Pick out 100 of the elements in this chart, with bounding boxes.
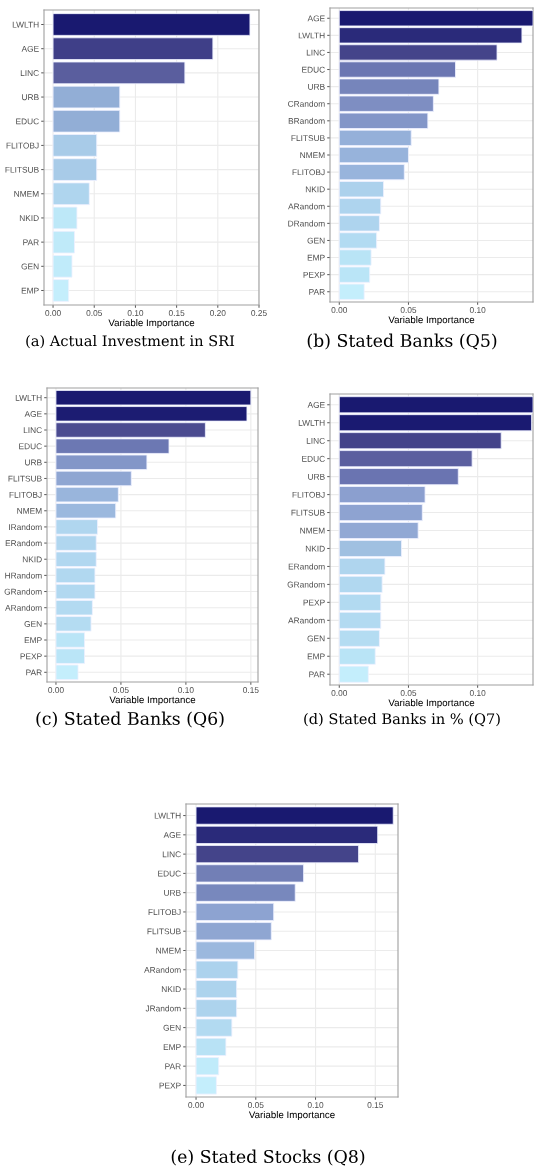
y-tick-label: GEN bbox=[307, 237, 325, 244]
x-tick-label: 0.10 bbox=[469, 307, 486, 313]
x-tick-label: 0.15 bbox=[243, 687, 259, 693]
y-tick-label: EMP bbox=[307, 254, 325, 261]
y-tick-label: ARandom bbox=[288, 203, 325, 210]
y-tick-label: FLITSUB bbox=[291, 135, 325, 142]
y-tick-label: LWLTH bbox=[298, 420, 325, 426]
x-axis-title: Variable Importance bbox=[108, 319, 195, 329]
y-tick-label: ERandom bbox=[5, 540, 42, 547]
y-tick-label: FLITOBJ bbox=[292, 169, 325, 176]
text: (b) Stated Banks (Q5) bbox=[307, 333, 497, 350]
y-tick-label: URB bbox=[308, 473, 325, 480]
text: (c) Stated Banks (Q6) bbox=[36, 711, 224, 728]
y-tick-label: PAR bbox=[23, 239, 39, 246]
y-tick-label: FLITSUB bbox=[291, 509, 325, 516]
y-tick-label: HRandom bbox=[5, 572, 42, 579]
y-tick-label: GRandom bbox=[4, 588, 42, 595]
y-tick-label: LINC bbox=[23, 427, 42, 434]
y-tick-label: NMEM bbox=[17, 508, 42, 514]
y-tick-label: LINC bbox=[162, 851, 181, 858]
y-tick-label: GEN bbox=[307, 635, 325, 642]
x-tick-label: 0.10 bbox=[469, 690, 486, 696]
y-tick-label: AGE bbox=[307, 401, 325, 408]
y-tick-label: NKID bbox=[19, 215, 39, 221]
y-tick-label: NKID bbox=[161, 986, 181, 993]
y-tick-label: LINC bbox=[20, 70, 39, 76]
y-tick-label: EDUC bbox=[16, 118, 39, 125]
y-tick-label: URB bbox=[22, 94, 39, 101]
y-tick-label: ARandom bbox=[288, 617, 325, 624]
x-tick-label: 0.10 bbox=[127, 310, 144, 316]
y-tick-label: NMEM bbox=[156, 947, 181, 954]
x-tick-label: 0.05 bbox=[113, 687, 129, 693]
x-tick-label: 0.00 bbox=[188, 1102, 204, 1108]
x-tick-label: 0.05 bbox=[400, 690, 417, 696]
x-axis-title: Variable Importance bbox=[248, 1111, 335, 1121]
y-tick-label: NMEM bbox=[300, 527, 325, 534]
y-tick-label: EDUC bbox=[302, 66, 325, 73]
y-tick-label: PAR bbox=[26, 669, 42, 676]
x-tick-label: 0.00 bbox=[331, 307, 348, 313]
y-tick-label: IRandom bbox=[9, 523, 42, 531]
y-tick-label: EDUC bbox=[158, 870, 181, 877]
y-tick-label: EDUC bbox=[19, 443, 42, 450]
text: (a) Actual Investment in SRI bbox=[26, 334, 235, 349]
x-tick-label: 0.25 bbox=[251, 310, 267, 316]
y-tick-label: AGE bbox=[21, 45, 39, 52]
y-tick-label: AGE bbox=[24, 411, 42, 417]
y-tick-label: BRandom bbox=[288, 117, 325, 124]
y-tick-label: DRandom bbox=[288, 220, 325, 227]
text: (e) Stated Stocks (Q8) bbox=[171, 1149, 365, 1166]
y-tick-label: LWLTH bbox=[298, 32, 325, 39]
y-tick-label: LWLTH bbox=[12, 21, 39, 28]
x-tick-label: 0.10 bbox=[178, 687, 194, 693]
y-tick-label: FLITOBJ bbox=[6, 142, 39, 149]
y-tick-label: URB bbox=[308, 83, 325, 90]
y-tick-label: GEN bbox=[21, 263, 39, 270]
x-axis-title: Variable Importance bbox=[109, 696, 196, 706]
x-tick-label: 0.00 bbox=[45, 310, 61, 316]
y-tick-label: PAR bbox=[309, 671, 325, 678]
y-tick-label: URB bbox=[25, 459, 42, 466]
x-tick-label: 0.00 bbox=[48, 687, 64, 693]
y-tick-label: ARandom bbox=[5, 604, 42, 611]
y-tick-label: FLITSUB bbox=[5, 166, 39, 173]
y-tick-label: PAR bbox=[165, 1063, 181, 1070]
y-tick-label: CRandom bbox=[288, 100, 325, 107]
x-axis-title: Variable Importance bbox=[388, 699, 475, 709]
y-tick-label: GEN bbox=[24, 621, 42, 627]
y-tick-label: FLITOBJ bbox=[148, 909, 181, 916]
x-tick-label: 0.05 bbox=[248, 1102, 264, 1108]
y-tick-label: FLITSUB bbox=[147, 928, 181, 935]
y-tick-label: EMP bbox=[24, 637, 42, 644]
y-tick-label: GRandom bbox=[287, 581, 325, 588]
y-tick-label: FLITOBJ bbox=[292, 491, 325, 498]
y-tick-label: PEXP bbox=[303, 271, 325, 278]
x-tick-label: 0.15 bbox=[168, 310, 185, 316]
y-tick-label: NMEM bbox=[300, 152, 325, 159]
y-tick-label: EMP bbox=[21, 287, 39, 294]
y-tick-label: LINC bbox=[306, 49, 325, 56]
x-axis-title: Variable Importance bbox=[388, 316, 475, 326]
y-tick-label: URB bbox=[164, 889, 181, 896]
y-tick-label: ARandom bbox=[144, 966, 181, 973]
y-tick-label: EDUC bbox=[302, 455, 325, 462]
y-tick-label: NKID bbox=[305, 186, 325, 193]
y-tick-label: EMP bbox=[163, 1044, 181, 1050]
x-tick-label: 0.10 bbox=[307, 1102, 324, 1108]
y-tick-label: NKID bbox=[22, 556, 42, 563]
y-tick-label: PAR bbox=[309, 289, 325, 295]
x-tick-label: 0.15 bbox=[367, 1102, 384, 1108]
y-tick-label: FLITOBJ bbox=[9, 491, 42, 498]
y-tick-label: ERandom bbox=[288, 563, 325, 570]
y-tick-label: AGE bbox=[307, 15, 325, 22]
y-tick-label: NKID bbox=[305, 545, 325, 552]
y-tick-label: NMEM bbox=[14, 191, 39, 197]
y-tick-label: LINC bbox=[306, 437, 325, 444]
x-tick-label: 0.20 bbox=[210, 310, 226, 316]
y-tick-label: JRandom bbox=[145, 1005, 181, 1012]
text: (d) Stated Banks in % (Q7) bbox=[304, 712, 500, 727]
x-tick-label: 0.05 bbox=[86, 310, 103, 316]
y-tick-label: PEXP bbox=[159, 1082, 181, 1089]
y-tick-label: FLITSUB bbox=[8, 475, 42, 482]
y-tick-label: AGE bbox=[163, 832, 181, 838]
